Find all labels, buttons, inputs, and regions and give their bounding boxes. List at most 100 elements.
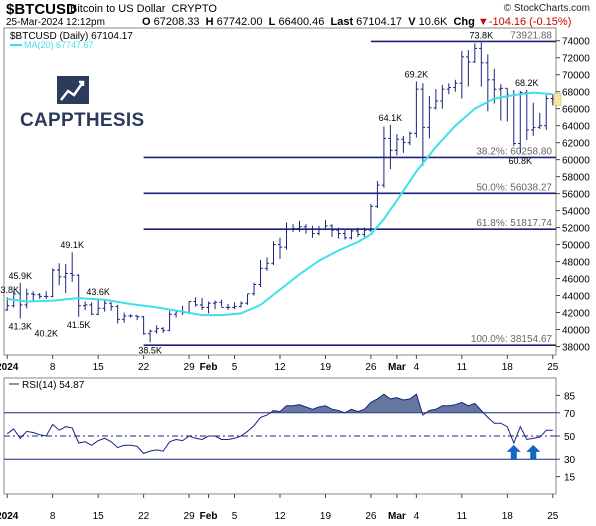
low-label: L (268, 16, 276, 28)
price-y-tick-label: 60000 (562, 156, 590, 167)
rsi-x-tick-label: 18 (502, 511, 514, 522)
rsi-x-tick-label: Feb (200, 511, 218, 522)
price-annotation: 40.2K (34, 328, 58, 338)
fib-level-label: 73921.88 (510, 30, 552, 41)
price-x-tick-label: 12 (274, 362, 286, 373)
rsi-y-tick-label: 50 (564, 432, 576, 443)
high-value: 67742.00 (216, 16, 263, 28)
rsi-overbought-fill (270, 394, 484, 413)
price-y-tick-label: 48000 (562, 258, 590, 269)
price-y-tick-label: 66000 (562, 105, 590, 116)
price-y-tick-label: 64000 (562, 122, 590, 133)
rsi-line (6, 393, 553, 454)
low-value: 66400.46 (278, 16, 325, 28)
rsi-x-tick-label: 2024 (0, 511, 19, 522)
volume-value: 10.6K (418, 16, 448, 28)
rising-chart-logo-icon (57, 76, 89, 104)
price-x-tick-label: 26 (365, 362, 377, 373)
price-x-tick-label: 11 (457, 362, 468, 373)
security-name: Bitcoin to US Dollar CRYPTO (70, 3, 217, 15)
rsi-y-tick-label: 30 (564, 455, 576, 466)
stockcharts-credit: © StockCharts.com (503, 3, 590, 14)
fib-level-label: 50.0%: 56038.27 (476, 182, 552, 193)
down-arrow-icon: ▼ (477, 16, 489, 28)
price-annotation: 69.2K (405, 70, 429, 80)
fib-level-label: 38.2%: 60258.80 (476, 146, 552, 157)
fib-level-label: 100.0%: 38154.67 (471, 334, 553, 345)
price-y-tick-label: 62000 (562, 139, 590, 150)
price-annotation: 68.2K (515, 78, 539, 88)
volume-label: V (408, 16, 416, 28)
change-amount: -104.16 (-0.15%) (488, 16, 572, 28)
security-full-name: Bitcoin to US Dollar (70, 3, 166, 15)
last-price-marker (553, 93, 562, 106)
price-y-tick-label: 68000 (562, 88, 590, 99)
rsi-y-tick-label: 70 (564, 409, 576, 420)
price-x-tick-label: 4 (414, 362, 420, 373)
price-annotation: 49.1K (60, 240, 84, 250)
price-annotation: 73.8K (470, 30, 494, 40)
chart-symbol: $BTCUSD (6, 1, 77, 18)
rsi-y-tick-label: 15 (564, 473, 576, 484)
change-label: Chg (453, 16, 475, 28)
price-y-tick-label: 70000 (562, 71, 590, 82)
rsi-x-tick-label: 22 (138, 511, 150, 522)
ohlc-quote-line: O 67208.33 H 67742.00 L 66400.46 Last 67… (142, 16, 571, 28)
last-value: 67104.17 (356, 16, 403, 28)
rsi-title: RSI(14) 54.87 (22, 380, 85, 391)
open-label: O (142, 16, 151, 28)
price-y-tick-label: 54000 (562, 207, 590, 218)
rsi-x-tick-label: 8 (50, 511, 56, 522)
price-annotation: 60.8K (509, 156, 533, 166)
price-y-tick-label: 46000 (562, 275, 590, 286)
rsi-x-tick-label: 15 (93, 511, 105, 522)
price-x-tick-label: 5 (232, 362, 238, 373)
open-value: 67208.33 (153, 16, 200, 28)
rsi-x-tick-label: 5 (232, 511, 238, 522)
price-x-tick-label: 2024 (0, 362, 19, 373)
rsi-x-tick-label: 19 (320, 511, 332, 522)
rsi-x-tick-label: 4 (414, 511, 420, 522)
logo-text: CAPPTHESIS (20, 110, 145, 131)
price-y-tick-label: 38000 (562, 343, 590, 354)
price-x-tick-label: 25 (547, 362, 559, 373)
price-x-tick-label: 18 (502, 362, 514, 373)
price-y-tick-label: 74000 (562, 37, 590, 48)
exchange-label: CRYPTO (171, 3, 217, 15)
up-arrow-icon (506, 444, 521, 460)
price-x-tick-label: 8 (50, 362, 56, 373)
price-chart-title: $BTCUSD (Daily) 67104.17 (10, 31, 133, 42)
high-label: H (205, 16, 214, 28)
price-x-tick-label: 15 (93, 362, 105, 373)
price-annotation: 38.5K (138, 345, 162, 355)
price-y-tick-label: 42000 (562, 309, 590, 320)
price-annotation: 45.9K (8, 271, 32, 281)
quote-datetime: 25-Mar-2024 12:12pm (6, 17, 105, 28)
price-y-tick-label: 40000 (562, 326, 590, 337)
price-annotation: 43.8K (0, 285, 19, 295)
price-x-tick-label: 29 (184, 362, 196, 373)
price-annotation: 43.6K (86, 287, 110, 297)
ma-legend-label: MA(20) 67747.67 (24, 40, 94, 50)
up-arrow-icon (526, 444, 541, 460)
price-annotation: 41.3K (8, 321, 32, 331)
price-y-tick-label: 44000 (562, 292, 590, 303)
last-label: Last (330, 16, 354, 28)
price-y-tick-label: 52000 (562, 224, 590, 235)
price-x-tick-label: 19 (320, 362, 332, 373)
rsi-y-tick-label: 85 (564, 391, 576, 402)
price-y-tick-label: 72000 (562, 54, 590, 65)
price-x-tick-label: 22 (138, 362, 150, 373)
price-y-tick-label: 50000 (562, 241, 590, 252)
price-annotation: 64.1K (379, 113, 403, 123)
fib-level-label: 61.8%: 51817.74 (476, 218, 552, 229)
rsi-x-tick-label: 25 (547, 511, 559, 522)
change-value: ▼-104.16 (-0.15%) (478, 16, 571, 28)
rsi-x-tick-label: 11 (457, 511, 468, 522)
price-y-tick-label: 56000 (562, 190, 590, 201)
price-annotation: 41.5K (67, 320, 91, 330)
price-y-tick-label: 58000 (562, 173, 590, 184)
rsi-x-tick-label: 29 (184, 511, 196, 522)
price-x-tick-label: Feb (200, 362, 218, 373)
